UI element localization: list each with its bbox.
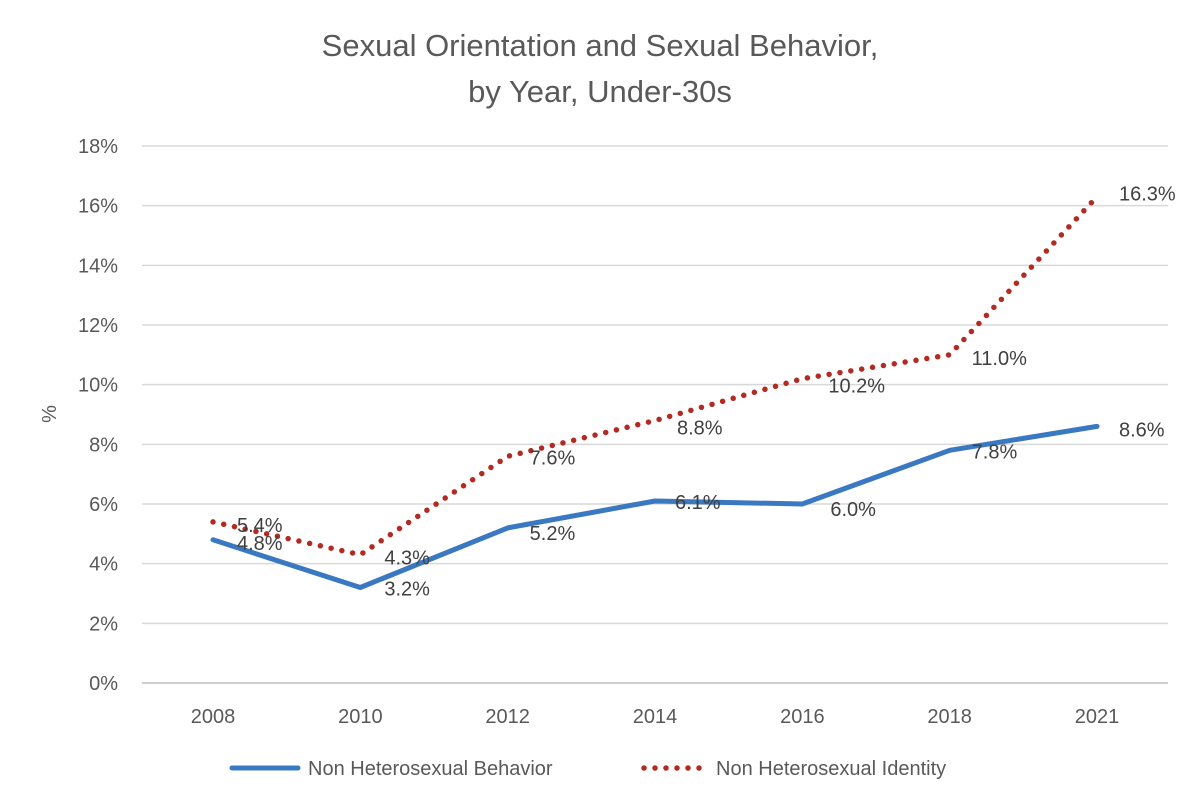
legend-label-behavior: Non Heterosexual Behavior: [308, 758, 553, 780]
data-label: 7.8%: [972, 441, 1018, 463]
data-label: 3.2%: [384, 579, 430, 601]
y-tick-label: 6%: [89, 494, 118, 516]
data-label: 6.1%: [675, 492, 721, 514]
y-tick-label: 14%: [78, 255, 118, 277]
legend: Non Heterosexual Behavior Non Heterosexua…: [229, 758, 946, 780]
data-labels: 4.8% 3.2% 5.2% 6.1% 6.0% 7.8% 8.6% 5.4% 4.3% 7.6%…: [237, 184, 1176, 601]
y-tick-label: 16%: [78, 196, 118, 218]
data-label: 8.8%: [677, 417, 723, 439]
y-tick-label: 2%: [89, 613, 118, 635]
data-label: 4.3%: [384, 548, 430, 570]
chart-title-line-1: Sexual Orientation and Sexual Behavior,: [322, 28, 879, 63]
x-tick-label: 2016: [780, 706, 825, 728]
x-tick-label: 2014: [633, 706, 678, 728]
data-label: 7.6%: [530, 447, 576, 469]
legend-label-identity: Non Heterosexual Identity: [716, 758, 946, 780]
x-tick-label: 2021: [1075, 706, 1120, 728]
y-axis-label: %: [39, 405, 61, 423]
y-axis-ticks: 0% 2% 4% 6% 8% 10% 12% 14% 16% 18%: [78, 136, 118, 695]
x-axis-ticks: 2008 2010 2012 2014 2016 2018 2021: [191, 706, 1120, 728]
series-line-identity: [210, 193, 1100, 558]
y-tick-label: 4%: [89, 554, 118, 576]
data-label: 11.0%: [972, 348, 1027, 370]
chart-title-line-2: by Year, Under-30s: [468, 74, 732, 109]
y-tick-label: 18%: [78, 136, 118, 158]
data-label: 8.6%: [1119, 419, 1165, 441]
data-label: 6.0%: [830, 499, 876, 521]
data-label: 10.2%: [828, 376, 885, 398]
series-lines: [210, 193, 1100, 590]
gridlines: [142, 145, 1168, 684]
y-tick-label: 12%: [78, 315, 118, 337]
y-tick-label: 8%: [89, 434, 118, 456]
data-label: 16.3%: [1119, 184, 1176, 206]
x-tick-label: 2018: [927, 706, 972, 728]
chart-title: Sexual Orientation and Sexual Behavior, …: [322, 28, 879, 109]
y-tick-label: 0%: [89, 673, 118, 695]
data-label: 4.8%: [237, 533, 283, 555]
x-tick-label: 2008: [191, 706, 236, 728]
series-line-behavior: [210, 423, 1100, 590]
data-label: 5.2%: [530, 523, 576, 545]
x-tick-label: 2012: [485, 706, 530, 728]
data-label: 5.4%: [237, 515, 283, 537]
x-tick-label: 2010: [338, 706, 383, 728]
y-tick-label: 10%: [78, 375, 118, 397]
